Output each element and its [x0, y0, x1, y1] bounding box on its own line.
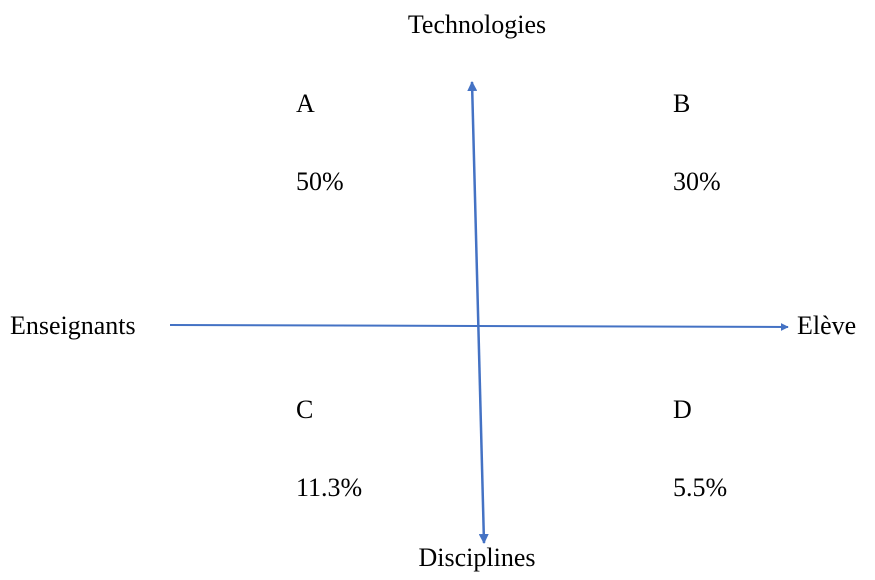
quadrant-value: 50%: [296, 167, 344, 196]
quadrant-label: C: [296, 395, 313, 424]
quadrant-value: 30%: [673, 167, 721, 196]
axis-top-label: Technologies: [408, 10, 546, 39]
axis-bottom-label: Disciplines: [419, 543, 536, 572]
horizontal-axis: [169, 322, 789, 331]
quadrant-label: D: [673, 395, 692, 424]
quadrant-label: A: [296, 89, 315, 118]
quadrant-value: 11.3%: [296, 473, 362, 502]
quadrant-label: B: [673, 89, 690, 118]
axis-right-label: Elève: [797, 311, 856, 340]
axis-left-label: Enseignants: [10, 311, 136, 340]
quadrant-value: 5.5%: [673, 473, 727, 502]
vertical-axis: [467, 81, 489, 544]
